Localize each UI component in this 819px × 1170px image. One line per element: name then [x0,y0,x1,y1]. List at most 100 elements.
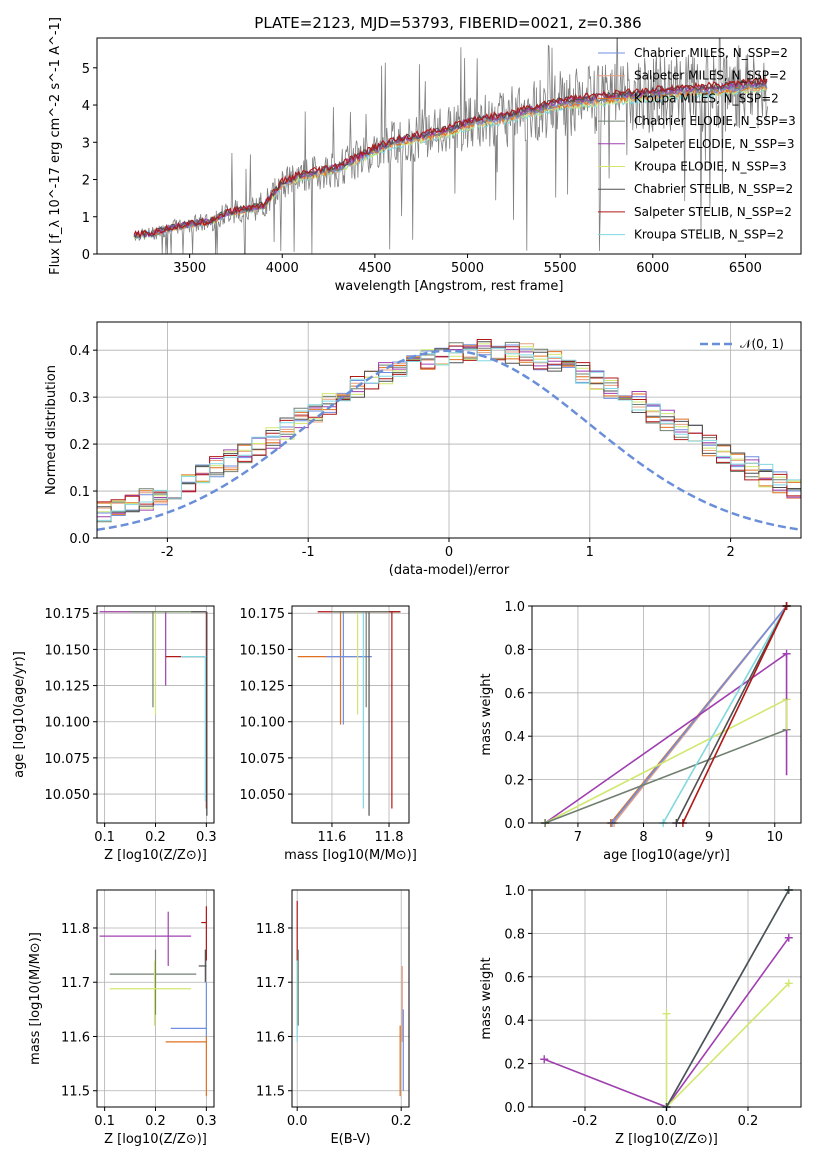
plot-area [296,900,404,1097]
y-tick-label: 11.5 [256,1085,285,1100]
y-axis-label: age [log10(age/yr)] [12,651,27,778]
x-tick-label: 0.0 [656,1114,677,1129]
y-tick-label: 0.0 [69,532,90,547]
model-spectrum-line [133,75,768,238]
legend-label: Kroupa STELIB, N_SSP=2 [634,228,784,242]
x-tick-label: -2 [161,545,174,560]
x-axis-label: age [log10(age/yr)] [603,848,730,863]
y-tick-label: 11.6 [256,1030,285,1045]
figure-title: PLATE=2123, MJD=53793, FIBERID=0021, z=0… [254,14,641,32]
axes-border [531,605,802,824]
axes-border [291,605,410,824]
x-tick-label: 0.1 [94,830,115,845]
x-tick-label: 0.3 [196,1114,217,1129]
y-tick-label: 0.4 [69,344,90,359]
massweight-line [662,605,788,824]
y-tick-label: 0.1 [69,485,90,500]
axes-frame: 0.1 0.2 0.3 10.050 10.075 10.100 10.125 10.150 1… [12,605,217,863]
y-tick-label: 1.0 [504,884,525,899]
massweight-line [544,698,787,824]
y-tick-label: 10.150 [240,643,286,658]
x-tick-label: 2 [726,545,734,560]
x-tick-label: 0.1 [94,1114,115,1129]
spectrum-panel: 3500 4000 4500 5000 5500 6000 6500 0 1 2 3 4 5 wavele… [48,17,802,294]
y-tick-label: 10.175 [240,607,286,622]
axes-frame: -0.2 0.0 0.2 0.0 0.2 0.4 0.6 0.8 1.0 Z [log10(Z/Z… [479,884,802,1147]
y-tick-label: 11.7 [256,976,285,991]
y-tick-label: 1.0 [504,600,525,615]
massweight-line [675,605,788,824]
y-axis-label: mass weight [479,673,494,755]
residual-histogram [97,347,801,521]
x-tick-label: 3500 [173,261,206,276]
massweight-line [544,728,787,824]
x-axis-label: Z [log10(Z/Z⊙)] [104,848,207,863]
y-axis-label: Flux [f_λ 10^-17 erg cm^-2 s^-1 A^-1] [48,17,63,275]
histograms [97,339,801,532]
legend-label: 𝒩(0, 1) [740,337,784,351]
data-point-marker [784,979,793,988]
y-tick-label: 2 [82,174,90,189]
data-point-marker [540,1055,549,1064]
massweight-line [682,605,788,824]
x-tick-label: 0 [445,545,453,560]
plot-area [133,38,769,254]
x-tick-label: 0.2 [738,1114,759,1129]
axes-border [96,37,802,255]
x-axis-label: Z [log10(Z/Z⊙)] [104,1132,207,1147]
x-tick-label: 5500 [544,261,577,276]
x-tick-label: 0.2 [391,1114,412,1129]
axes-frame: 3500 4000 4500 5000 5500 6000 6500 0 1 2 3 4 5 wavele… [48,17,802,294]
y-tick-label: 11.8 [61,922,90,937]
massweight-line [665,889,790,1108]
x-tick-label: -0.2 [572,1114,597,1129]
y-tick-label: 0.6 [504,971,525,986]
legend-label: Salpeter STELIB, N_SSP=2 [634,205,792,219]
y-tick-label: 0.2 [504,1058,525,1073]
model-spectrum-line [133,81,768,238]
axes-frame: 0.0 0.2 11.5 11.6 11.7 11.8 E(B-V) [256,889,412,1147]
x-tick-label: 10 [766,830,783,845]
x-tick-label: 11.8 [375,830,404,845]
plot-area [97,339,801,532]
axes-border [291,889,410,1108]
y-tick-label: 1 [82,211,90,226]
x-tick-label: 0.3 [196,830,217,845]
x-tick-label: 0.0 [287,1114,308,1129]
y-tick-label: 10.175 [45,607,91,622]
y-tick-label: 0.8 [504,927,525,942]
x-tick-label: 9 [705,830,713,845]
legend-label: Kroupa ELODIE, N_SSP=3 [634,160,787,174]
z-massweight-panel: -0.2 0.0 0.2 0.0 0.2 0.4 0.6 0.8 1.0 Z [log10(Z/Z… [479,884,802,1147]
age-massweight-panel: 7 8 9 10 0.0 0.2 0.4 0.6 0.8 1.0 age [log10(age/yr… [479,600,802,863]
axes-frame: 0.1 0.2 0.3 11.5 11.6 11.7 11.8 Z [log10(Z/Z⊙)]… [28,889,217,1147]
legend-label: Chabrier MILES, N_SSP=2 [634,46,788,60]
x-tick-label: 7 [574,830,582,845]
legend-label: Kroupa MILES, N_SSP=2 [634,91,779,105]
y-tick-label: 11.6 [61,1030,90,1045]
y-tick-label: 0.2 [69,438,90,453]
x-tick-label: 4500 [358,261,391,276]
x-axis-label: wavelength [Angstrom, rest frame] [335,279,564,294]
legend-label: Salpeter ELODIE, N_SSP=3 [634,137,795,151]
residuals-panel: -2 -1 0 1 2 0.0 0.1 0.2 0.3 0.4 (data-model)/error… [44,321,802,578]
x-tick-label: 6500 [729,261,762,276]
y-tick-label: 10.100 [240,716,286,731]
y-tick-label: 4 [82,99,90,114]
plot-area [99,611,208,816]
y-tick-label: 10.125 [240,680,286,695]
x-tick-label: 11.6 [317,830,346,845]
data-point-marker [662,1009,671,1018]
x-tick-label: 6000 [636,261,669,276]
y-tick-label: 5 [82,62,90,77]
axes-frame: -2 -1 0 1 2 0.0 0.1 0.2 0.3 0.4 (data-model)/error… [44,321,802,578]
y-tick-label: 0.3 [69,391,90,406]
axes-frame: 7 8 9 10 0.0 0.2 0.4 0.6 0.8 1.0 age [log10(age/yr… [479,600,802,863]
y-tick-label: 0.4 [504,730,525,745]
y-axis-label: mass weight [479,957,494,1039]
model-spectrum-line [133,85,768,239]
plot-area [540,886,793,1111]
legend-label: Salpeter MILES, N_SSP=2 [634,69,787,83]
y-tick-label: 10.150 [45,643,91,658]
